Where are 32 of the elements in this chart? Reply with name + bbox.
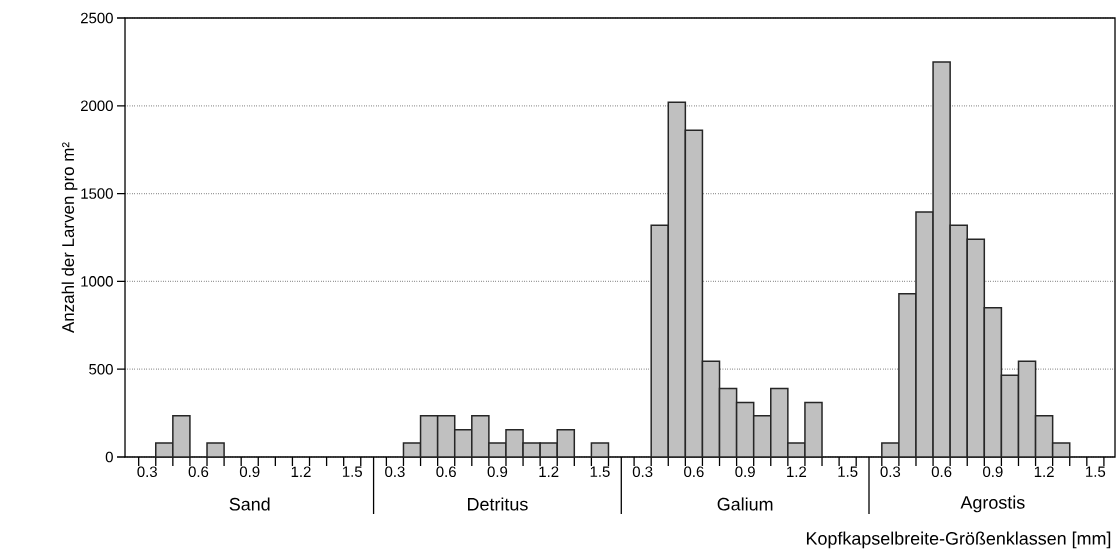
text: Agrostis	[960, 495, 1025, 513]
x-tick-label: 1.2	[291, 466, 311, 477]
text: Galium	[717, 497, 773, 511]
text: Detritus	[468, 497, 528, 511]
x-tick-label: 0.3	[137, 466, 157, 478]
y-tick-label: 1000	[81, 276, 113, 287]
x-tick-label: 0.9	[239, 466, 260, 478]
y-tick-label: 500	[89, 363, 113, 375]
y-tick-label: 1500	[81, 188, 113, 199]
x-tick-label: 0.6	[931, 466, 952, 478]
x-tick-label: 0.9	[983, 466, 1003, 478]
x-tick-label: 1.5	[1086, 466, 1106, 477]
x-tick-label: 1.2	[1034, 466, 1054, 477]
x-tick-label: 1.5	[342, 466, 362, 477]
x-tick-label: 1.5	[838, 466, 858, 477]
y-axis-title: Anzahl der Larven pro m²	[61, 142, 78, 333]
x-axis-title: Kopfkapselbreite-Größenklassen [mm]	[806, 531, 1111, 549]
x-tick-label: 1.2	[539, 466, 559, 477]
x-tick-label: 0.6	[436, 466, 456, 478]
text: Sand	[229, 497, 270, 511]
y-tick-label: 0	[105, 451, 113, 463]
x-tick-label: 1.2	[787, 466, 807, 477]
x-tick-label: 0.9	[487, 466, 508, 478]
x-tick-label: 1.5	[590, 466, 610, 477]
x-tick-label: 0.6	[684, 466, 704, 478]
x-tick-label: 0.6	[188, 466, 209, 478]
y-tick-label: 2500	[80, 12, 113, 24]
y-tick-label: 2000	[80, 100, 113, 112]
x-tick-label: 0.3	[632, 466, 653, 478]
x-tick-label: 0.3	[880, 466, 901, 478]
x-tick-label: 0.3	[385, 466, 405, 478]
x-tick-label: 0.9	[735, 466, 755, 478]
